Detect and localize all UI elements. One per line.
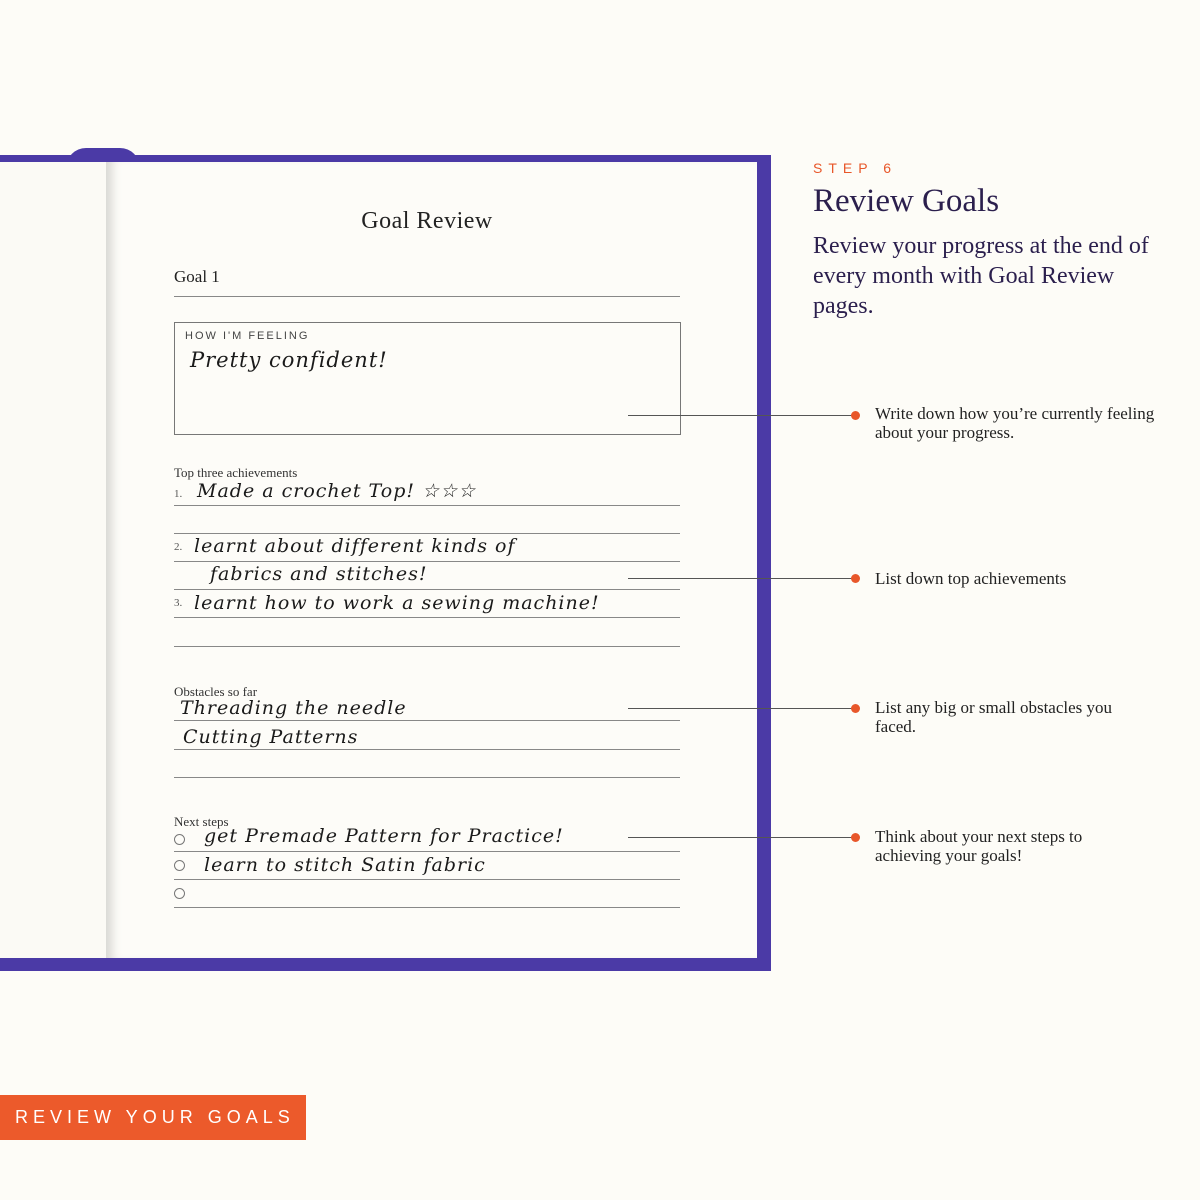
achievement-3: learnt how to work a sewing machine!	[194, 592, 600, 614]
achievements-label: Top three achievements	[174, 465, 298, 480]
callout-dot	[851, 704, 860, 713]
obstacles-label: Obstacles so far	[174, 684, 258, 699]
divider	[174, 296, 680, 297]
writing-line	[174, 720, 680, 721]
obstacle-1: Threading the needle	[180, 697, 407, 719]
feeling-label: HOW I'M FEELING	[185, 330, 310, 342]
achievement-1: Made a crochet Top! ☆☆☆	[197, 480, 477, 502]
callout-dot	[851, 833, 860, 842]
achievement-num: 3.	[174, 597, 183, 609]
writing-line	[174, 561, 680, 562]
writing-line	[174, 907, 680, 908]
callout-line	[628, 578, 855, 579]
callout-dot	[851, 411, 860, 420]
achievement-2-line-1: learnt about different kinds of	[194, 535, 516, 557]
callout-dot	[851, 574, 860, 583]
planner-page	[106, 162, 757, 958]
checkbox-circle	[174, 834, 185, 845]
achievement-num: 2.	[174, 541, 183, 553]
review-goals-badge: REVIEW YOUR GOALS	[0, 1095, 306, 1140]
page-title: Goal Review	[361, 208, 493, 234]
writing-line	[174, 777, 680, 778]
next-steps-label: Next steps	[174, 814, 229, 829]
writing-line	[174, 646, 680, 647]
goal-label: Goal 1	[174, 267, 220, 286]
left-page	[0, 162, 108, 958]
writing-line	[174, 589, 680, 590]
checkbox-circle	[174, 888, 185, 899]
writing-line	[174, 879, 680, 880]
writing-line	[174, 505, 680, 506]
writing-line	[174, 617, 680, 618]
callout-line	[628, 708, 855, 709]
callout-line	[628, 415, 855, 416]
step-label: STEP 6	[813, 160, 897, 176]
callout-next-steps: Think about your next steps to achieving…	[875, 827, 1083, 865]
writing-line	[174, 533, 680, 534]
callout-achievements: List down top achievements	[875, 569, 1067, 588]
callout-line	[628, 837, 855, 838]
next-step-1: get Premade Pattern for Practice!	[204, 825, 564, 847]
achievement-2-line-2: fabrics and stitches!	[210, 563, 428, 585]
writing-line	[174, 749, 680, 750]
next-step-2: learn to stitch Satin fabric	[204, 854, 486, 876]
feeling-box	[174, 322, 681, 435]
description: Review your progress at the end of every…	[813, 233, 1149, 319]
achievement-num: 1.	[174, 488, 183, 500]
heading: Review Goals	[813, 183, 1000, 219]
checkbox-circle	[174, 860, 185, 871]
feeling-entry: Pretty confident!	[190, 348, 388, 372]
obstacle-2: Cutting Patterns	[183, 726, 359, 748]
writing-line	[174, 851, 680, 852]
callout-obstacles: List any big or small obstacles you face…	[875, 698, 1113, 736]
callout-feeling: Write down how you’re currently feeling …	[875, 404, 1155, 442]
